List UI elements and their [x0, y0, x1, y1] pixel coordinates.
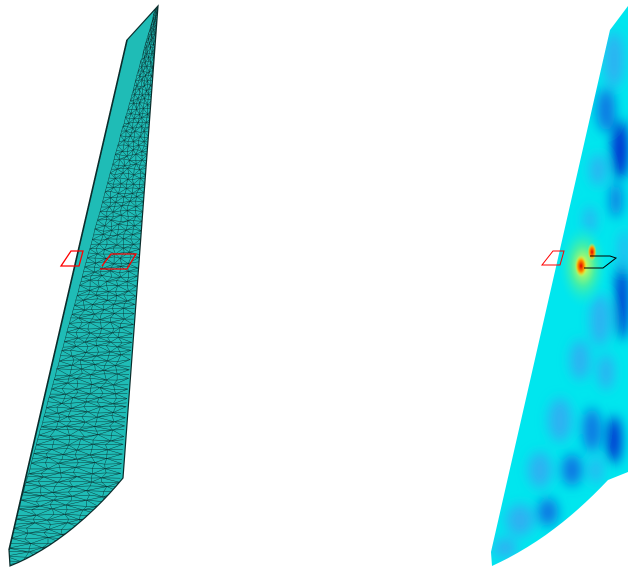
colormap-blob	[506, 504, 534, 536]
colormap-blob	[590, 154, 606, 186]
colormap-blob	[583, 408, 601, 452]
marker-red-part	[540, 250, 565, 266]
colormap-blob	[528, 452, 552, 488]
colormap-blob	[590, 294, 610, 346]
colormap-blob	[562, 454, 582, 486]
hotspot-core-lower	[575, 255, 587, 277]
colormap-blob	[604, 32, 624, 88]
marker-inner-part	[100, 253, 138, 270]
leading-edge-line	[8, 39, 128, 551]
left-mesh-panel	[8, 4, 159, 567]
hotspot-core-upper	[587, 243, 597, 261]
mesh-outline	[8, 4, 159, 567]
colormap-blob	[570, 340, 590, 380]
colormap-blob	[598, 354, 614, 390]
colormap-blob	[538, 498, 558, 526]
colormap-blob	[612, 120, 628, 180]
marker-black-part	[584, 255, 618, 269]
right-colormap-panel	[491, 6, 628, 566]
hotspot	[557, 222, 609, 310]
colormap-blob	[610, 182, 622, 218]
colormap-blob	[493, 538, 517, 558]
colormap-blob	[590, 456, 602, 484]
mesh-edges	[9, 6, 158, 566]
colormap-blob	[616, 260, 628, 340]
section-marker	[59, 250, 138, 270]
colormap-blobs	[493, 32, 628, 558]
marker-outer-part	[59, 250, 84, 267]
section-marker-right	[540, 250, 618, 269]
mesh-triangles	[9, 6, 158, 566]
colormap-blob	[548, 398, 572, 442]
colormap-blob	[619, 230, 628, 270]
colormap-blob	[607, 416, 621, 464]
colormap-blob	[597, 88, 615, 132]
